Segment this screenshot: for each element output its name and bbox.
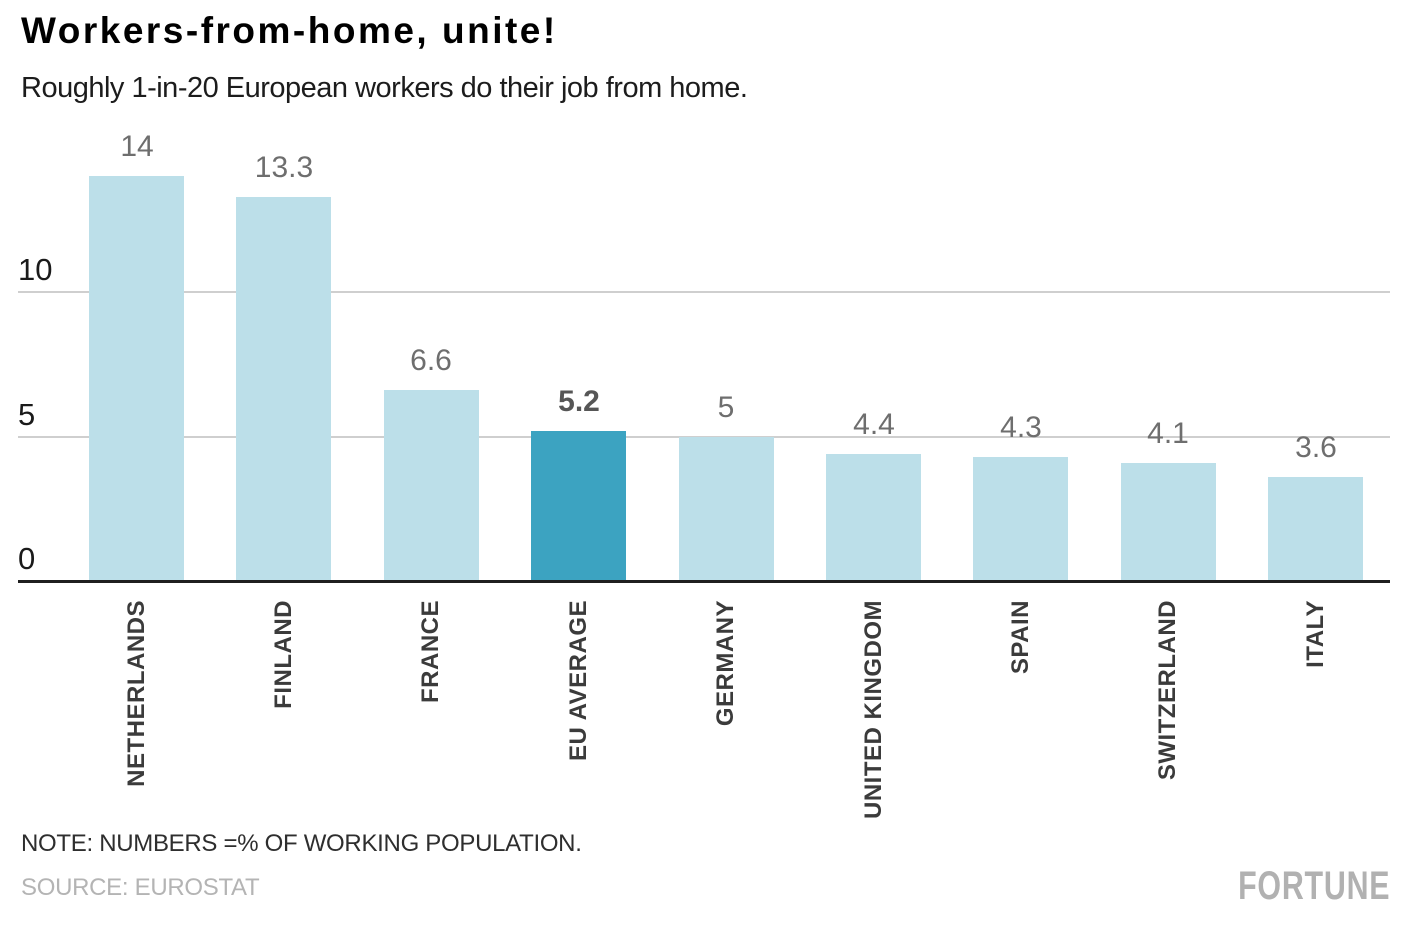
bar-germany (679, 437, 774, 582)
bar-value-label: 4.1 (1147, 417, 1189, 450)
fortune-logo: FORTUNE (1237, 864, 1390, 908)
bar-value-label: 14 (120, 130, 154, 163)
x-axis-label: SPAIN (1007, 600, 1034, 675)
bar-finland (236, 197, 331, 581)
y-tick-label: 5 (18, 397, 36, 432)
bar-eu-average (531, 431, 626, 581)
chart-title: Workers-from-home, unite! (21, 10, 558, 51)
x-axis-label: SWITZERLAND (1154, 600, 1181, 781)
bar-value-label: 13.3 (254, 151, 314, 184)
x-axis-label: EU AVERAGE (565, 600, 592, 762)
bar-value-label: 5.2 (558, 385, 600, 418)
bar-switzerland (1121, 463, 1216, 581)
y-tick-label: 10 (18, 252, 53, 287)
bar-netherlands (89, 176, 184, 581)
x-axis-label: NETHERLANDS (123, 600, 150, 787)
x-axis-label: FRANCE (417, 600, 444, 703)
bar-value-label: 4.4 (853, 408, 895, 441)
y-tick-label: 0 (18, 541, 36, 576)
bar-value-label: 4.3 (1000, 411, 1042, 444)
x-axis-label: ITALY (1302, 600, 1329, 668)
x-axis-label: UNITED KINGDOM (860, 600, 887, 819)
bar-value-label: 5 (717, 391, 735, 424)
bar-italy (1268, 477, 1363, 581)
x-axis-label: GERMANY (712, 600, 739, 727)
gridline-10 (18, 291, 1390, 293)
bar-value-label: 3.6 (1295, 431, 1337, 464)
bar-value-label: 6.6 (410, 344, 452, 377)
bar-spain (973, 457, 1068, 581)
chart-source: SOURCE: EUROSTAT (21, 874, 260, 901)
x-axis-label: FINLAND (270, 600, 297, 709)
bar-united-kingdom (826, 454, 921, 581)
chart-note: NOTE: NUMBERS =% OF WORKING POPULATION. (21, 830, 582, 857)
x-axis-line (18, 580, 1390, 583)
bar-france (384, 390, 479, 581)
chart-subtitle: Roughly 1-in-20 European workers do thei… (21, 72, 748, 104)
